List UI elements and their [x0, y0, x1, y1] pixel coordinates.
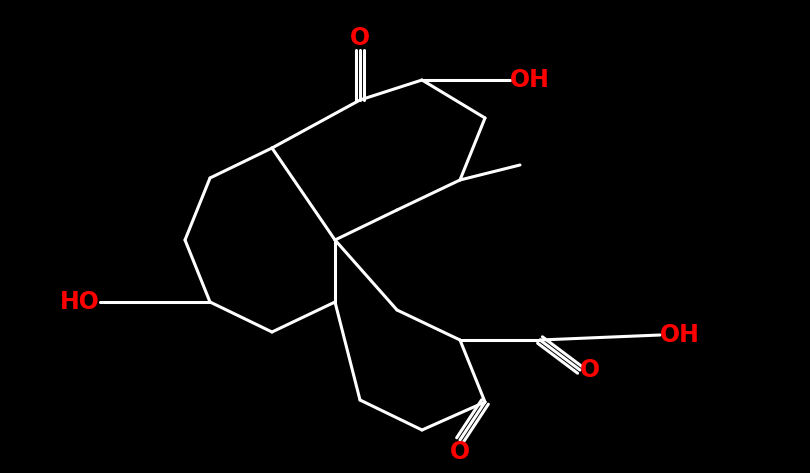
Text: OH: OH: [510, 68, 550, 92]
Text: HO: HO: [60, 290, 100, 314]
Text: O: O: [450, 440, 470, 464]
Text: O: O: [350, 26, 370, 50]
Text: OH: OH: [660, 323, 700, 347]
Text: O: O: [580, 358, 600, 382]
